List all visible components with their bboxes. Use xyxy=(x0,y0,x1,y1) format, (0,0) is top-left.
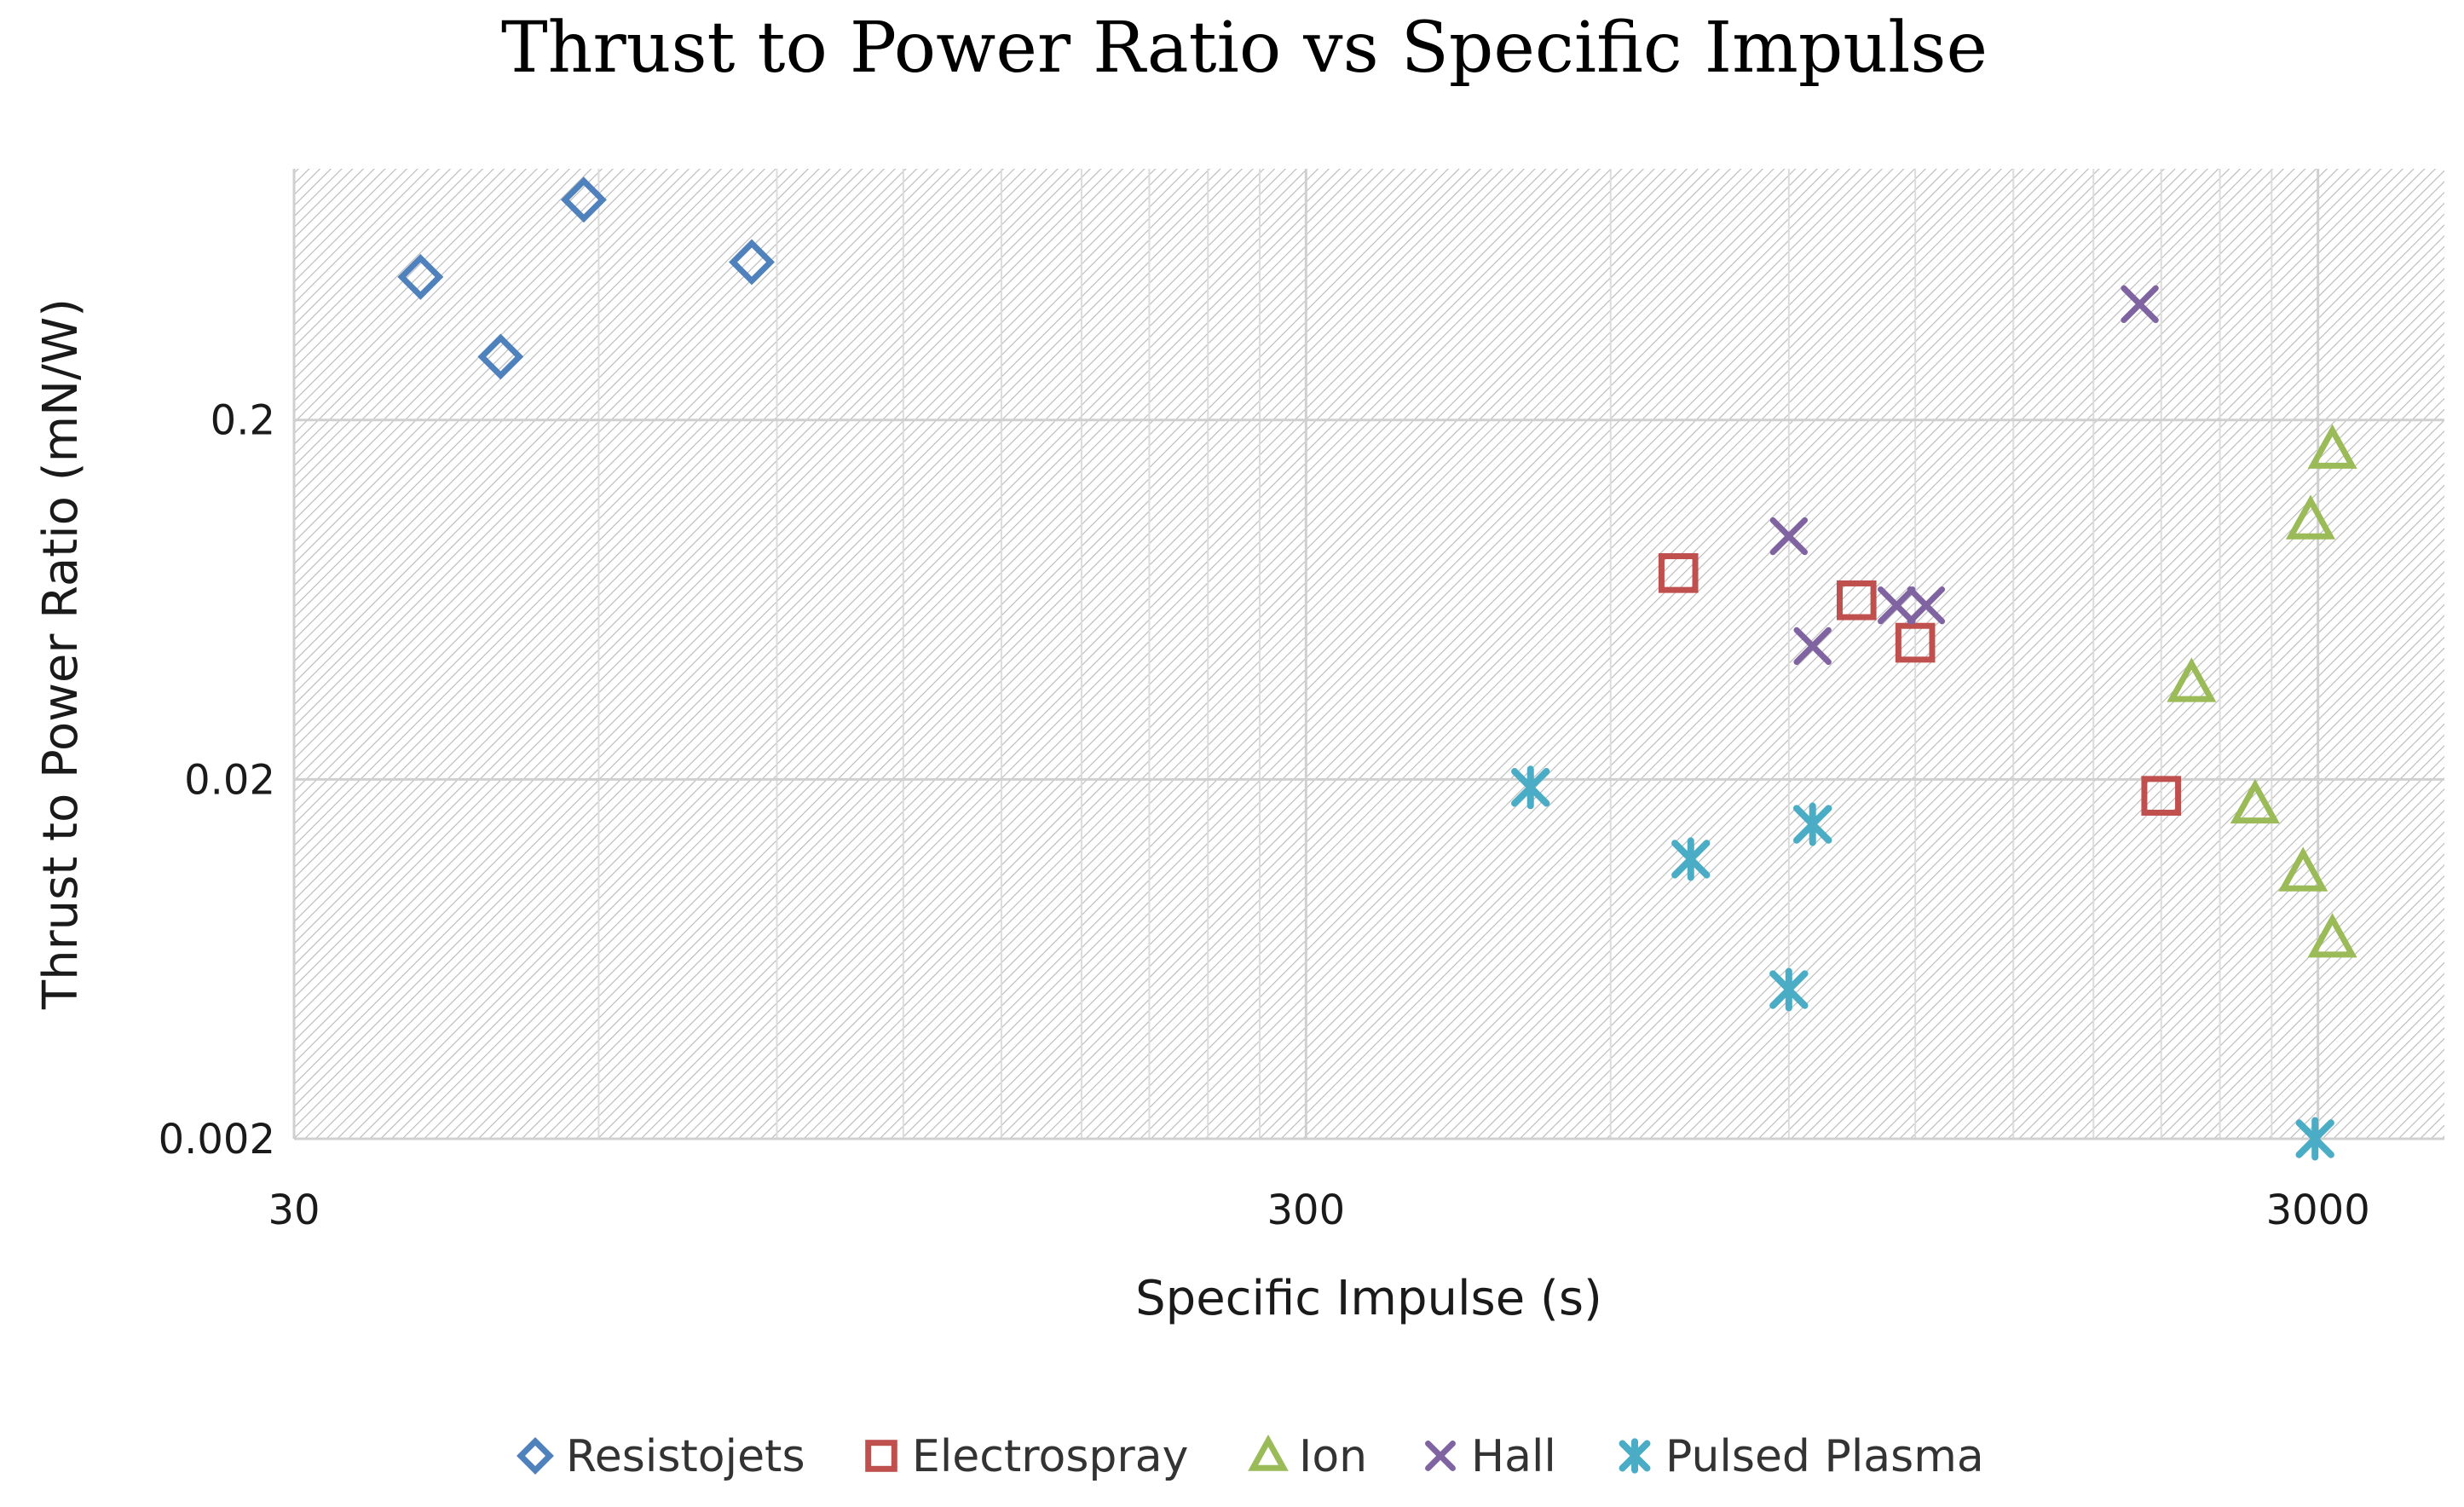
resistojets-point xyxy=(729,239,775,286)
pulsed-plasma-point xyxy=(2295,1117,2334,1161)
legend-item-resistojets: Resistojets xyxy=(516,1431,805,1482)
hall-point xyxy=(1907,586,1946,625)
pulsed-plasma-point xyxy=(1671,837,1711,881)
ion-point xyxy=(2285,494,2336,540)
legend-item-electrospray: Electrospray xyxy=(865,1431,1188,1482)
electrospray-point xyxy=(1658,553,1699,593)
legend-item-ion: Ion xyxy=(1248,1431,1367,1482)
y-tick-label: 0.2 xyxy=(211,397,275,445)
ion-point xyxy=(2167,657,2217,702)
legend-item-hall: Hall xyxy=(1425,1431,1556,1482)
pulsed-plasma-point xyxy=(1793,802,1832,846)
ion-point xyxy=(2307,913,2357,958)
legend-label-pulsed-plasma: Pulsed Plasma xyxy=(1665,1431,1984,1482)
hall-point xyxy=(1878,586,1916,625)
resistojets-point xyxy=(397,253,444,300)
y-tick-label: 0.02 xyxy=(184,756,275,804)
legend-item-pulsed-plasma: Pulsed Plasma xyxy=(1619,1431,1984,1482)
legend-marker-pulsed-plasma xyxy=(1619,1438,1651,1474)
grid xyxy=(292,169,2444,1140)
legend-label-ion: Ion xyxy=(1299,1431,1367,1482)
pulsed-plasma-point xyxy=(1511,765,1550,810)
resistojets-point xyxy=(477,333,524,380)
chart-title: Thrust to Power Ratio vs Specific Impuls… xyxy=(501,8,1988,89)
legend-label-electrospray: Electrospray xyxy=(912,1431,1188,1482)
x-tick-label: 30 xyxy=(268,1187,320,1234)
legend-label-resistojets: Resistojets xyxy=(566,1431,805,1482)
ion-point xyxy=(2278,846,2328,892)
y-axis-label: Thrust to Power Ratio (mN/W) xyxy=(33,298,89,1010)
electrospray-point xyxy=(2141,776,2182,816)
legend-marker-hall xyxy=(1425,1441,1456,1471)
legend-marker-ion xyxy=(1248,1434,1289,1471)
hall-point xyxy=(1793,626,1832,666)
ion-point xyxy=(2307,424,2357,469)
electrospray-point xyxy=(1837,580,1877,621)
hall-point xyxy=(1769,517,1809,556)
y-tick-labels: 0.002 0.02 0.2 xyxy=(159,397,275,1163)
ion-point xyxy=(2230,778,2280,824)
hall-point xyxy=(2121,285,2159,324)
legend-marker-electrospray xyxy=(865,1440,897,1472)
legend: Resistojets Electrospray Ion Hall Pulsed Pla… xyxy=(516,1431,1984,1482)
plot-area xyxy=(294,169,2444,1139)
pulsed-plasma-point xyxy=(1769,967,1809,1012)
electrospray-point xyxy=(1895,622,1936,663)
legend-label-hall: Hall xyxy=(1471,1431,1556,1482)
x-tick-label: 300 xyxy=(1267,1187,1346,1234)
x-axis-label: Specific Impulse (s) xyxy=(1135,1271,1602,1326)
legend-marker-resistojets xyxy=(516,1437,554,1475)
x-tick-label: 3000 xyxy=(2266,1187,2370,1234)
y-tick-label: 0.002 xyxy=(159,1116,275,1163)
resistojets-point xyxy=(560,176,607,223)
data-points xyxy=(397,176,2357,1161)
x-tick-labels: 30 300 3000 xyxy=(268,1187,2369,1234)
